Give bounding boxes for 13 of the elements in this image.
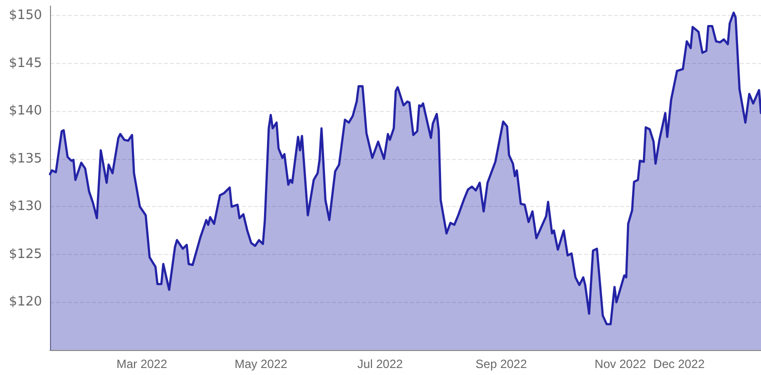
y-tick-label: $135: [8, 151, 42, 166]
y-tick-label: $150: [8, 8, 42, 24]
x-tick-label: Jul 2022: [357, 357, 404, 371]
x-tick-label: Mar 2022: [116, 357, 168, 371]
x-tick-label: May 2022: [234, 357, 288, 371]
x-tick-label: Sep 2022: [476, 357, 528, 371]
y-tick-label: $130: [8, 199, 42, 214]
y-tick-label: $145: [8, 56, 42, 71]
x-tick-label: Dec 2022: [653, 357, 705, 371]
y-tick-label: $140: [8, 104, 42, 119]
y-tick-label: $120: [8, 294, 42, 310]
y-tick-label: $125: [8, 246, 42, 262]
x-tick-label: Nov 2022: [594, 357, 646, 371]
